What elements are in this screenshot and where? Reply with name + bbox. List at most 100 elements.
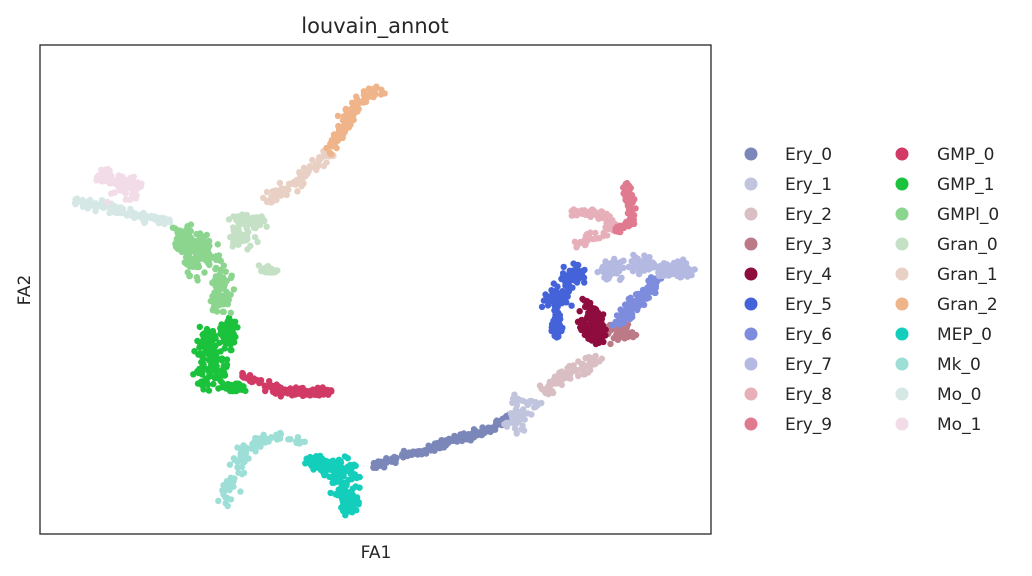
data-point — [587, 366, 594, 374]
legend-label: GMP_0 — [937, 145, 994, 165]
data-point — [95, 172, 102, 179]
data-point — [478, 428, 485, 435]
data-point — [353, 96, 361, 103]
data-point — [575, 358, 582, 365]
data-point — [206, 252, 214, 259]
data-point — [222, 338, 229, 346]
data-point — [298, 175, 305, 183]
legend-item-ery-4: Ery_4 — [744, 265, 832, 285]
data-point — [193, 230, 200, 238]
data-point — [574, 318, 582, 325]
data-point — [581, 297, 588, 304]
data-point — [564, 365, 571, 372]
data-point — [234, 444, 241, 451]
data-point — [257, 443, 264, 450]
data-point — [287, 436, 294, 443]
legend-marker — [744, 327, 758, 341]
data-point — [614, 320, 621, 327]
data-point — [224, 295, 232, 302]
data-point — [316, 458, 323, 465]
data-point — [666, 262, 673, 270]
data-point — [558, 327, 565, 335]
data-point — [197, 255, 205, 262]
data-point — [98, 178, 105, 185]
data-point — [558, 275, 565, 283]
data-point — [217, 367, 224, 374]
data-point — [191, 348, 198, 355]
data-point — [321, 389, 328, 397]
data-point — [104, 198, 111, 206]
legend-marker — [895, 387, 909, 401]
data-point — [200, 361, 207, 368]
data-point — [214, 302, 221, 309]
data-point — [106, 204, 113, 211]
data-point — [332, 474, 339, 481]
data-point — [243, 225, 250, 232]
data-point — [613, 312, 621, 319]
data-point — [210, 362, 217, 369]
data-point — [155, 217, 162, 224]
data-point — [579, 364, 587, 371]
data-point — [206, 242, 213, 250]
data-point — [204, 257, 211, 265]
data-point — [220, 299, 227, 306]
series-ery-9 — [612, 179, 639, 236]
legend-label: Ery_1 — [785, 175, 832, 195]
data-point — [590, 361, 597, 368]
data-point — [249, 219, 256, 226]
legend-label: GMP_1 — [937, 175, 994, 195]
data-point — [630, 257, 637, 264]
data-point — [487, 424, 494, 431]
series-ery-8 — [568, 206, 622, 251]
legend-label: MEP_0 — [937, 325, 992, 345]
data-point — [262, 384, 270, 392]
legend-marker — [895, 147, 909, 161]
data-point — [276, 179, 284, 187]
data-point — [349, 470, 356, 477]
data-point — [254, 436, 261, 444]
data-point — [599, 322, 607, 329]
data-point — [198, 380, 206, 387]
data-point — [263, 198, 271, 206]
data-point — [566, 271, 574, 278]
legend-item-ery-9: Ery_9 — [744, 415, 832, 435]
data-point — [201, 269, 208, 276]
data-point — [128, 208, 136, 216]
data-point — [214, 241, 221, 248]
data-point — [598, 355, 605, 362]
data-point — [129, 188, 136, 195]
data-point — [516, 397, 524, 404]
data-point — [117, 204, 125, 212]
data-point — [628, 219, 636, 226]
data-point — [293, 389, 300, 397]
data-point — [585, 335, 592, 342]
data-point — [293, 438, 300, 445]
data-point — [313, 162, 321, 169]
data-point — [503, 419, 510, 426]
legend-label: Ery_7 — [785, 355, 832, 375]
data-point — [205, 345, 212, 353]
data-point — [195, 369, 202, 377]
data-point — [207, 332, 214, 339]
data-point — [620, 221, 628, 229]
series-gran-2 — [323, 83, 388, 158]
data-point — [582, 232, 590, 240]
data-point — [237, 488, 244, 495]
data-point — [566, 373, 573, 381]
data-point — [221, 345, 228, 352]
data-point — [542, 291, 549, 298]
data-point — [326, 465, 333, 473]
data-point — [209, 307, 216, 314]
data-point — [514, 412, 521, 420]
data-point — [113, 209, 120, 217]
data-point — [551, 377, 558, 385]
legend-item-mo-1: Mo_1 — [895, 415, 981, 435]
legend-marker — [744, 177, 758, 191]
data-point — [220, 281, 228, 289]
data-point — [337, 474, 345, 481]
legend-marker — [744, 237, 758, 251]
legend-item-ery-3: Ery_3 — [744, 235, 832, 255]
series-mep-0 — [302, 452, 363, 519]
legend-item-gran-2: Gran_2 — [895, 295, 998, 315]
data-point — [642, 290, 649, 297]
